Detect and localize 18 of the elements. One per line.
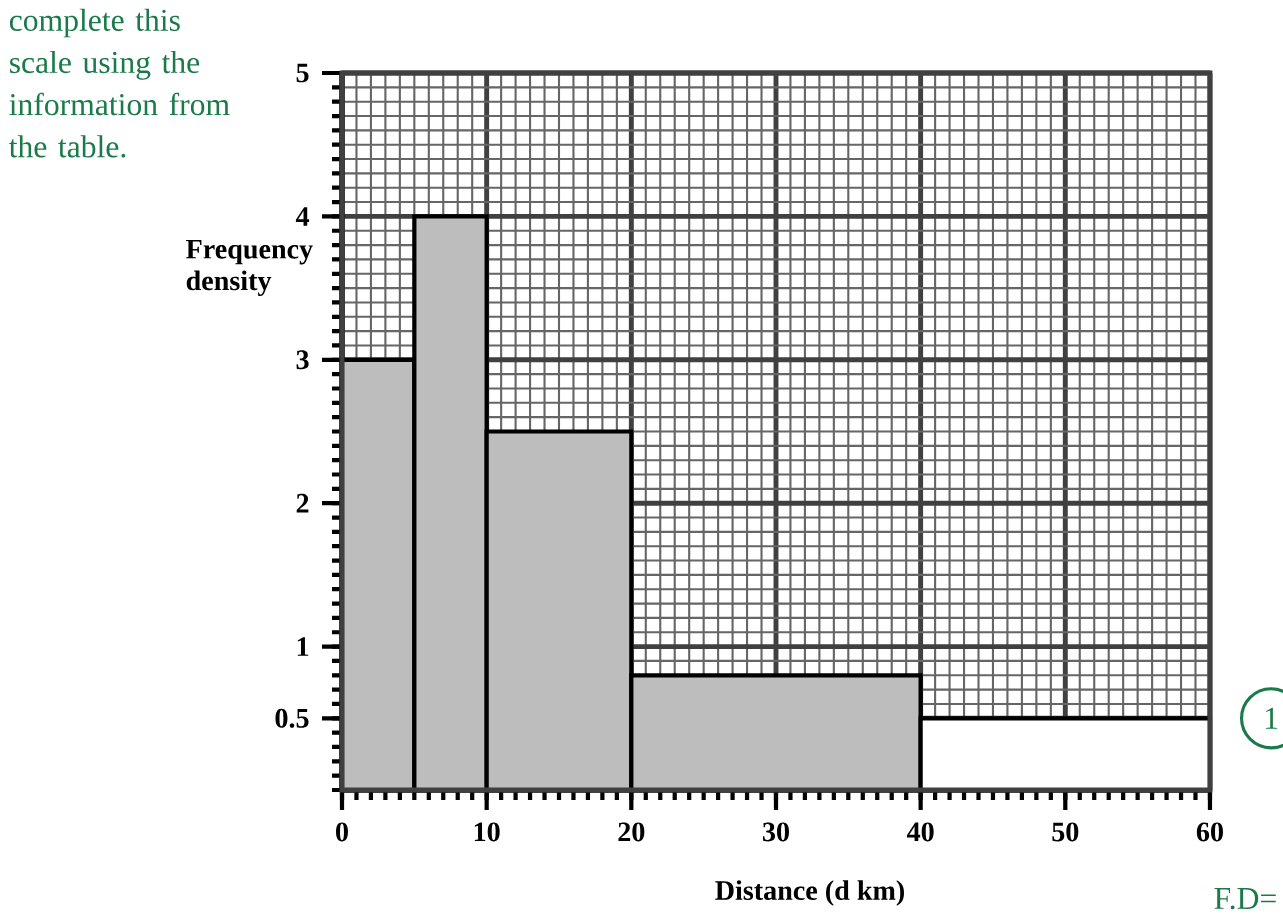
x-tick-label: 40 xyxy=(906,822,934,842)
x-tick-label: 50 xyxy=(1052,822,1079,842)
annotation: 1 xyxy=(1265,707,1278,729)
y-tick-label: 3 xyxy=(296,350,309,370)
y-tick-label: 5 xyxy=(296,63,309,83)
x-tick-label: 60 xyxy=(1196,822,1223,842)
y-axis-title: Frequency density xyxy=(186,239,313,297)
y-tick-label: 2 xyxy=(296,493,309,513)
text: F.D= xyxy=(1214,888,1276,910)
y-tick-label: 1 xyxy=(297,637,309,656)
x-axis-title: Distance (d km) xyxy=(715,880,904,906)
y-tick-label: 0.5 xyxy=(275,708,309,728)
y-tick-label: 4 xyxy=(295,207,310,226)
x-tick-label: 10 xyxy=(474,822,500,842)
x-tick-label: 20 xyxy=(618,822,645,842)
x-tick-label: 0 xyxy=(336,822,348,842)
x-tick-label: 30 xyxy=(762,822,789,842)
text: complete this scale using the information from the table. xyxy=(9,8,230,158)
